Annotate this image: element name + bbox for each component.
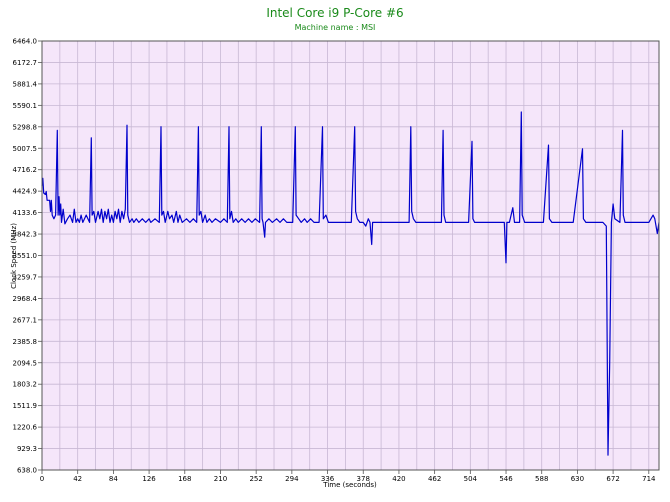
series-layer: [41, 111, 660, 456]
y-tick-label: 5881.4: [13, 80, 38, 88]
grid-lines: [41, 40, 659, 471]
y-tick-label: 5007.5: [13, 145, 38, 153]
x-axis-label: Time (seconds): [322, 481, 377, 489]
chart-subtitle: Machine name : MSI: [295, 23, 376, 32]
y-tick-label: 4133.6: [13, 209, 38, 217]
y-tick-label: 4424.9: [13, 188, 38, 196]
y-tick-label: 4716.2: [13, 166, 38, 174]
y-tick-label: 2677.1: [13, 316, 38, 324]
x-tick-label: 0: [40, 475, 44, 483]
x-tick-label: 210: [214, 475, 227, 483]
x-tick-label: 294: [285, 475, 299, 483]
y-tick-label: 2094.5: [13, 359, 38, 367]
y-tick-label: 3551.0: [13, 252, 38, 260]
y-tick-label: 929.3: [17, 445, 37, 453]
x-tick-label: 126: [142, 475, 156, 483]
x-tick-label: 588: [535, 475, 548, 483]
y-axis-ticks: 638.0 929.3 1220.6 1511.9 1803.2 2094.5 2385.8…: [13, 38, 42, 475]
x-tick-label: 462: [428, 475, 441, 483]
y-tick-label: 1803.2: [13, 381, 38, 389]
x-tick-label: 252: [249, 475, 262, 483]
y-tick-label: 3842.3: [13, 231, 38, 239]
y-axis-label: Clock Speed (MHz): [10, 223, 18, 289]
x-tick-label: 504: [464, 475, 478, 483]
y-tick-label: 6172.7: [13, 59, 38, 67]
x-tick-label: 546: [499, 475, 513, 483]
x-tick-label: 168: [178, 475, 191, 483]
chart-title: Intel Core i9 P-Core #6: [266, 6, 403, 20]
y-tick-label: 2385.8: [13, 338, 38, 346]
x-tick-label: 42: [73, 475, 82, 483]
y-tick-label: 1511.9: [13, 402, 38, 410]
y-tick-label: 1220.6: [13, 424, 38, 432]
y-tick-label: 2968.4: [13, 295, 38, 303]
x-tick-label: 630: [571, 475, 584, 483]
x-tick-label: 714: [642, 475, 656, 483]
y-tick-label: 5590.1: [13, 102, 38, 110]
x-tick-label: 420: [392, 475, 405, 483]
x-tick-label: 84: [109, 475, 118, 483]
y-tick-label: 6464.0: [13, 38, 38, 46]
x-axis-ticks: 0 42 84 126 168 210 252 294 336 378 420 462 504 546 58…: [40, 470, 656, 483]
x-tick-label: 378: [357, 475, 370, 483]
x-tick-label: 672: [606, 475, 619, 483]
y-tick-label: 638.0: [17, 467, 37, 475]
y-tick-label: 5298.8: [13, 123, 38, 131]
x-tick-label: 336: [321, 475, 335, 483]
series-line: [41, 111, 660, 456]
y-tick-label: 3259.7: [13, 273, 38, 281]
